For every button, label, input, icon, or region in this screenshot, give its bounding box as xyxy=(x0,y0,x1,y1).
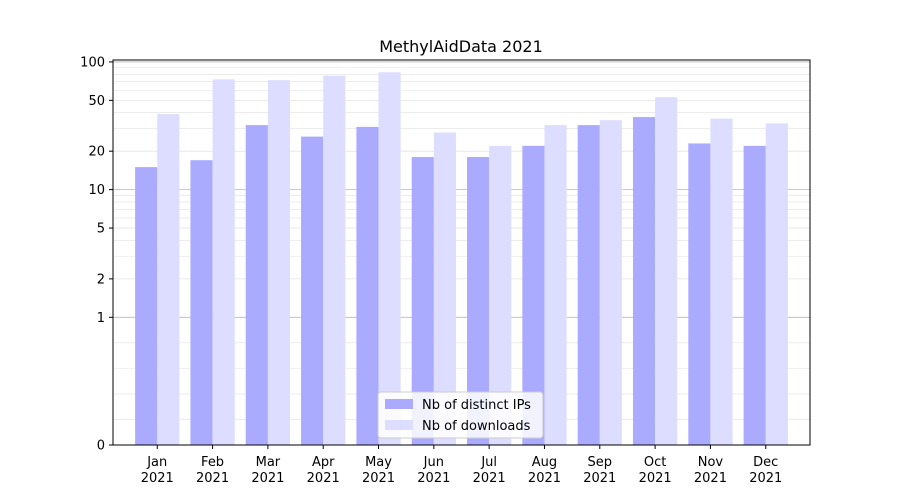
y-tick-label: 50 xyxy=(88,94,105,109)
legend-swatch xyxy=(385,420,413,430)
bar-distinct-ips xyxy=(632,117,656,446)
legend-swatch xyxy=(385,399,413,409)
bar-distinct-ips xyxy=(467,157,490,445)
legend[interactable]: Nb of distinct IPs Nb of downloads xyxy=(377,391,544,439)
y-tick-label: 20 xyxy=(88,145,105,160)
bar-downloads xyxy=(710,118,733,446)
x-tick-label: Oct 2021 xyxy=(639,455,672,486)
x-tick-label: Feb 2021 xyxy=(196,455,229,486)
bar-downloads xyxy=(433,132,456,445)
legend-label: Nb of downloads xyxy=(422,419,531,434)
bar-downloads xyxy=(378,72,401,446)
chart-title: MethylAidData 2021 xyxy=(379,37,543,56)
bar-downloads xyxy=(212,79,235,445)
bar-distinct-ips xyxy=(190,160,213,445)
legend-box xyxy=(377,391,544,439)
bar-distinct-ips xyxy=(577,125,600,445)
legend-label: Nb of distinct IPs xyxy=(422,398,531,413)
bar-downloads xyxy=(655,97,678,446)
y-tick-label: 0 xyxy=(97,439,105,454)
bar-downloads xyxy=(157,114,180,445)
x-tick-label: Dec 2021 xyxy=(749,455,782,486)
bar-distinct-ips xyxy=(245,125,268,445)
x-tick-label: Mar 2021 xyxy=(251,455,284,486)
bar-distinct-ips xyxy=(688,143,711,445)
y-tick-label: 100 xyxy=(80,55,105,70)
y-axis: 0 1 2 5 10 20 50 100 xyxy=(80,55,113,454)
bar-downloads xyxy=(323,75,346,445)
x-tick-label: Sep 2021 xyxy=(583,455,616,486)
y-tick-label: 1 xyxy=(97,311,105,326)
y-tick-label: 10 xyxy=(88,183,105,198)
bar-distinct-ips xyxy=(411,157,434,445)
bar-distinct-ips xyxy=(356,126,379,446)
bars xyxy=(135,72,788,446)
y-tick-label: 2 xyxy=(97,272,105,287)
x-tick-label: Nov 2021 xyxy=(694,455,727,486)
bar-distinct-ips xyxy=(743,145,766,446)
bar-distinct-ips xyxy=(522,145,545,446)
plot-area xyxy=(112,59,811,446)
bar-distinct-ips xyxy=(135,167,158,445)
bar-downloads xyxy=(489,145,512,446)
y-tick-label: 5 xyxy=(97,222,105,237)
bar-downloads xyxy=(267,80,291,445)
bar-downloads xyxy=(765,123,788,446)
x-tick-label: May 2021 xyxy=(362,455,395,486)
x-tick-label: Jan 2021 xyxy=(141,455,174,486)
bar-downloads xyxy=(599,120,622,445)
x-tick-label: Apr 2021 xyxy=(307,455,340,486)
x-tick-label: Jun 2021 xyxy=(417,455,450,486)
bar-downloads xyxy=(544,125,567,445)
x-tick-label: Jul 2021 xyxy=(473,455,506,486)
x-axis: Jan 2021 Feb 2021 Mar 2021 Apr 2021 May 2021 Jun 20… xyxy=(141,445,782,486)
x-tick-label: Aug 2021 xyxy=(528,455,561,486)
bar-distinct-ips xyxy=(301,136,324,446)
